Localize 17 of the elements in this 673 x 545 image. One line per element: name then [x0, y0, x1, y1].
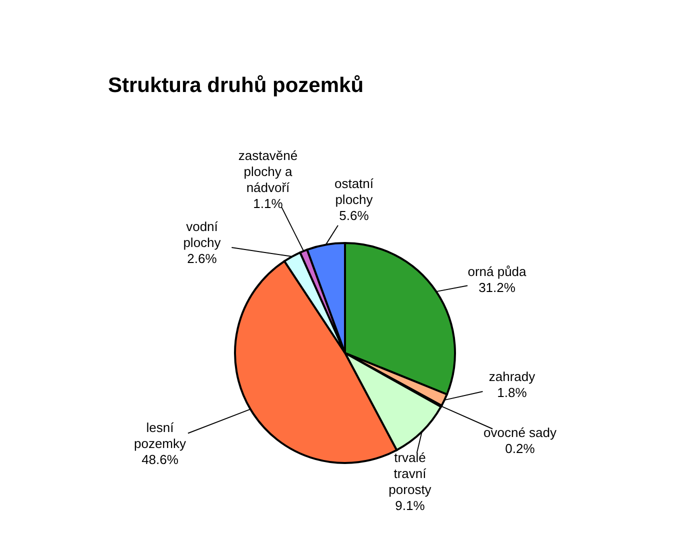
data-label: 1.8% — [497, 385, 528, 400]
slice-label: vodní plochy — [183, 219, 222, 250]
data-label: 0.2% — [505, 441, 536, 456]
slice-label: ovocné sady — [484, 425, 557, 440]
slice-label: zastavěné plochy a nádvoří — [238, 148, 298, 195]
chart-title: Struktura druhů pozemků — [108, 74, 364, 98]
data-label: 2.6% — [187, 251, 218, 266]
slice-label: zahrady — [488, 369, 536, 384]
data-label: 31.2% — [478, 280, 516, 295]
slice-label: trvalé travní porosty — [388, 450, 432, 497]
slice-label: ostatní plochy — [334, 176, 374, 207]
slice-label: orná půda — [468, 264, 528, 279]
data-label: 48.6% — [142, 452, 179, 467]
slice-label: lesní pozemky — [134, 420, 187, 451]
data-label: 5.6% — [339, 208, 370, 223]
data-label: 9.1% — [395, 498, 426, 513]
data-label: 1.1% — [253, 196, 284, 211]
